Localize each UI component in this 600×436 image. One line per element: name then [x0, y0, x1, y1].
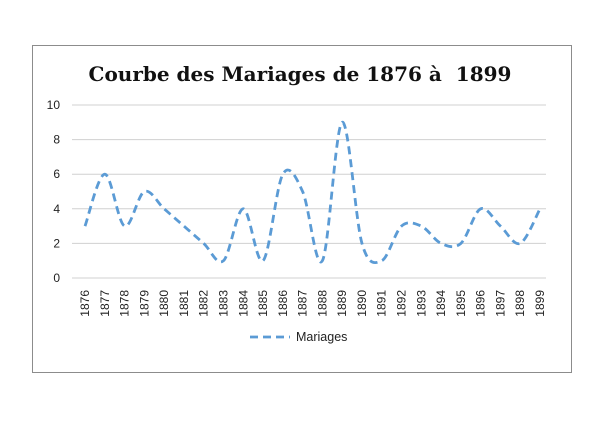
x-tick-label: 1884 — [236, 290, 250, 317]
x-tick-label: 1878 — [118, 290, 132, 317]
x-tick-label: 1883 — [216, 290, 230, 317]
y-tick-label: 8 — [53, 133, 60, 147]
x-tick-label: 1889 — [335, 290, 349, 317]
x-tick-label: 1894 — [434, 290, 448, 317]
x-tick-label: 1896 — [474, 290, 488, 317]
x-tick-label: 1895 — [454, 290, 468, 317]
series-line-mariages — [83, 120, 542, 264]
x-tick-label: 1880 — [157, 290, 171, 317]
y-tick-label: 0 — [53, 271, 60, 285]
x-tick-label: 1899 — [533, 290, 547, 317]
x-tick-label: 1891 — [375, 290, 389, 317]
x-tick-label: 1876 — [78, 290, 92, 317]
legend-label: Mariages — [296, 330, 347, 344]
x-tick-label: 1886 — [276, 290, 290, 317]
x-tick-label: 1890 — [355, 290, 369, 317]
x-tick-label: 1879 — [137, 290, 151, 317]
y-tick-label: 10 — [47, 98, 61, 112]
x-tick-label: 1888 — [315, 290, 329, 317]
x-tick-label: 1898 — [513, 290, 527, 317]
chart-title: Courbe des Mariages de 1876 à 1899 — [88, 62, 512, 86]
x-tick-label: 1885 — [256, 290, 270, 317]
x-tick-label: 1893 — [414, 290, 428, 317]
y-tick-label: 6 — [53, 167, 60, 181]
x-tick-label: 1877 — [98, 290, 112, 317]
x-tick-label: 1892 — [395, 290, 409, 317]
x-tick-label: 1897 — [493, 290, 507, 317]
x-tick-label: 1882 — [197, 290, 211, 317]
x-tick-label: 1881 — [177, 290, 191, 317]
x-tick-label: 1887 — [296, 290, 310, 317]
y-tick-label: 4 — [53, 202, 60, 216]
y-tick-label: 2 — [53, 236, 60, 250]
